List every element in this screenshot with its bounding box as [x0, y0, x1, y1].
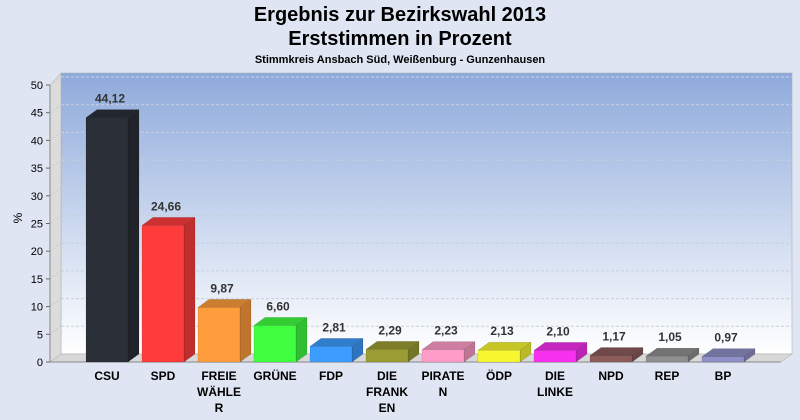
data-label: 2,29	[378, 323, 402, 337]
x-tick-label: ÖDP	[486, 368, 512, 383]
x-tick-label: NPD	[598, 369, 624, 383]
chart-subtitle: Erststimmen in Prozent	[288, 28, 512, 50]
bar	[253, 325, 297, 363]
x-tick-label: N	[439, 385, 448, 399]
x-tick-label: WÄHLE	[197, 384, 241, 399]
y-tick-label: 50	[31, 80, 43, 92]
data-label: 44,12	[95, 92, 125, 106]
bar-side	[239, 298, 252, 363]
x-tick-label: CSU	[94, 369, 119, 383]
x-tick-label: FREIE	[201, 369, 236, 383]
x-tick-label: EN	[379, 401, 396, 415]
data-label: 2,81	[322, 320, 346, 334]
y-tick-label: 0	[37, 357, 43, 369]
data-label: 2,13	[490, 324, 514, 338]
x-tick-label: BP	[715, 369, 732, 383]
bar	[365, 349, 409, 363]
bar	[85, 117, 129, 363]
y-axis-label: %	[11, 212, 25, 223]
x-tick-label: SPD	[151, 369, 176, 383]
data-label: 0,97	[714, 331, 738, 345]
data-label: 1,17	[602, 330, 626, 344]
bar	[477, 349, 521, 363]
bar	[141, 225, 185, 363]
y-tick-label: 45	[31, 108, 43, 120]
y-tick-label: 10	[31, 302, 43, 314]
x-tick-label: FDP	[319, 369, 343, 383]
chart-subsubtitle: Stimmkreis Ansbach Süd, Weißenburg - Gun…	[254, 54, 546, 66]
x-tick-label: DIE	[377, 369, 397, 383]
data-label: 24,66	[151, 199, 181, 213]
x-tick-label: LINKE	[537, 385, 573, 399]
x-tick-label: GRÜNE	[253, 368, 296, 383]
y-tick-label: 40	[31, 135, 43, 147]
y-tick-label: 35	[31, 163, 43, 175]
bar-side	[127, 109, 140, 363]
x-tick-label: DIE	[545, 369, 565, 383]
data-label: 1,05	[658, 330, 682, 344]
y-tick-label: 30	[31, 191, 43, 203]
y-tick-label: 25	[31, 219, 43, 231]
x-tick-label: PIRATE	[421, 369, 464, 383]
x-tick-label: REP	[655, 369, 680, 383]
y-tick-label: 15	[31, 274, 43, 286]
x-tick-label: FRANK	[366, 385, 408, 399]
bar-side	[183, 216, 196, 363]
data-label: 2,10	[546, 324, 570, 338]
left-wall	[49, 72, 62, 363]
bar	[533, 350, 577, 363]
y-tick-label: 20	[31, 246, 43, 258]
data-label: 6,60	[266, 299, 290, 313]
y-tick-label: 5	[37, 329, 43, 341]
bar	[421, 349, 465, 363]
bar	[701, 356, 745, 363]
bar	[197, 307, 241, 363]
chart-title: Ergebnis zur Bezirkswahl 2013	[253, 4, 547, 26]
bar	[589, 355, 633, 363]
bar	[645, 355, 689, 363]
data-label: 2,23	[434, 324, 458, 338]
data-label: 9,87	[210, 281, 234, 295]
bar	[309, 346, 353, 363]
x-tick-label: R	[215, 401, 224, 415]
